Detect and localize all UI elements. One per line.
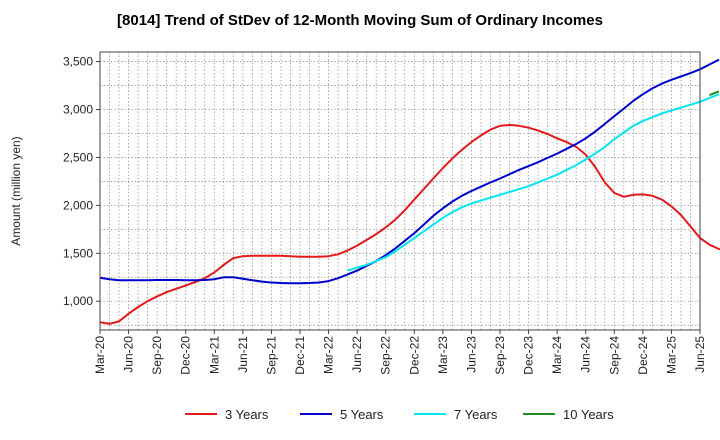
x-tick-label: Mar-20 — [93, 336, 107, 374]
x-tick-label: Sep-22 — [379, 336, 393, 375]
x-tick-label: Jun-23 — [464, 336, 478, 373]
x-tick-label: Sep-23 — [493, 336, 507, 375]
series-line-7-years — [347, 93, 720, 272]
series-layer — [99, 58, 720, 325]
y-tick-label: 3,500 — [63, 55, 93, 69]
series-line-3-years — [99, 123, 720, 325]
legend: 3 Years 5 Years 7 Years 10 Years — [185, 407, 614, 422]
x-tick-label: Mar-23 — [436, 336, 450, 374]
y-tick-label: 2,000 — [63, 198, 93, 212]
x-tick-label: Sep-24 — [607, 336, 621, 375]
x-tick-label: Dec-20 — [179, 336, 193, 375]
series-line-5-years — [99, 58, 720, 285]
x-tick-label: Mar-25 — [664, 336, 678, 374]
x-tick-label: Mar-24 — [550, 336, 564, 374]
x-tick-label: Mar-21 — [207, 336, 221, 374]
legend-label: 7 Years — [454, 407, 498, 422]
plot-frame — [99, 51, 701, 331]
legend-label: 3 Years — [225, 407, 269, 422]
x-tick-label: Sep-21 — [264, 336, 278, 375]
y-tick-label: 1,500 — [63, 246, 93, 260]
x-tick-label: Jun-21 — [236, 336, 250, 373]
x-tick-label: Dec-23 — [522, 336, 536, 375]
x-tick-label: Jun-22 — [350, 336, 364, 373]
x-tick-label: Jun-25 — [693, 336, 707, 373]
y-axis-label: Amount (million yen) — [9, 136, 23, 245]
series-line-10-years — [709, 90, 720, 97]
y-tick-label: 2,500 — [63, 150, 93, 164]
x-tick-label: Jun-20 — [122, 336, 136, 373]
x-tick-label: Dec-24 — [636, 336, 650, 375]
x-tick-label: Mar-22 — [322, 336, 336, 374]
chart-title: [8014] Trend of StDev of 12-Month Moving… — [117, 12, 603, 29]
y-tick-label: 3,000 — [63, 103, 93, 117]
axis-layer: 1,000 1,500 2,000 2,500 3,000 3,500 Mar-20 Jun-… — [9, 51, 707, 375]
y-tick-label: 1,000 — [63, 294, 93, 308]
grid-layer — [100, 52, 700, 330]
legend-label: 5 Years — [340, 407, 384, 422]
legend-label: 10 Years — [563, 407, 614, 422]
x-tick-label: Sep-20 — [150, 336, 164, 375]
x-tick-label: Jun-24 — [579, 336, 593, 373]
x-tick-label: Dec-21 — [293, 336, 307, 375]
x-tick-label: Dec-22 — [407, 336, 421, 375]
